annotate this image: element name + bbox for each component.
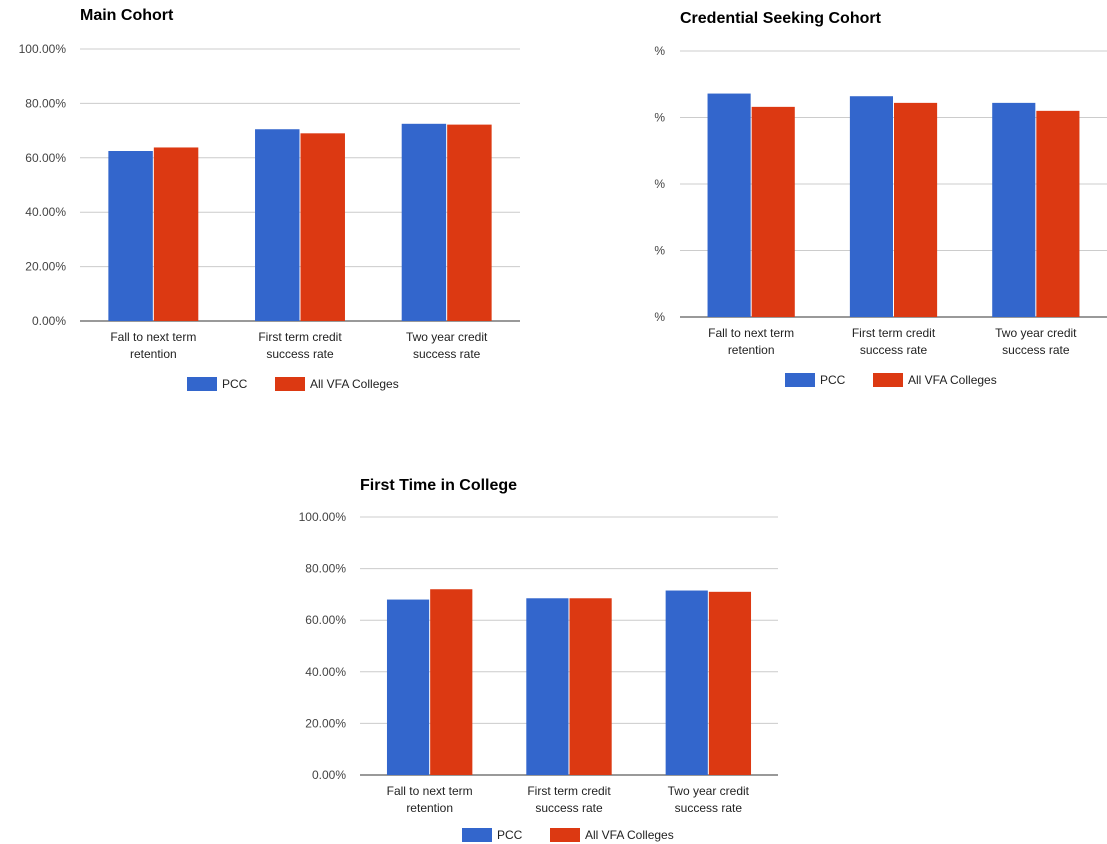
vfa-bar xyxy=(447,124,492,321)
x-category-label: success rate xyxy=(266,347,334,361)
chart-title: Credential Seeking Cohort xyxy=(680,10,881,27)
pcc-bar xyxy=(255,129,300,321)
y-tick-label: 0.00% xyxy=(32,314,66,328)
y-tick-label: % xyxy=(654,244,665,258)
x-category-label: Fall to next term xyxy=(110,330,196,344)
x-category-label: Two year credit xyxy=(995,326,1077,340)
vfa-bar xyxy=(894,102,938,318)
y-tick-label: % xyxy=(654,111,665,125)
chart-title: First Time in College xyxy=(360,477,518,494)
y-tick-label: 60.00% xyxy=(305,613,346,627)
y-tick-label: % xyxy=(654,310,665,324)
vfa-bar xyxy=(300,133,345,321)
pcc-bar xyxy=(849,96,893,317)
legend-label-pcc: PCC xyxy=(497,828,523,842)
vfa-bar xyxy=(569,598,612,775)
y-tick-label: % xyxy=(654,44,665,58)
x-category-label: success rate xyxy=(1002,343,1070,357)
y-tick-label: 60.00% xyxy=(25,151,66,165)
x-category-label: First term credit xyxy=(527,784,611,798)
x-category-label: success rate xyxy=(860,343,928,357)
x-category-label: success rate xyxy=(675,801,743,815)
y-tick-label: 40.00% xyxy=(305,665,346,679)
legend: PCC All VFA Colleges xyxy=(462,828,674,842)
pcc-bar xyxy=(386,599,430,775)
vfa-bar xyxy=(751,106,795,317)
pcc-bar xyxy=(108,151,153,321)
legend-swatch-vfa xyxy=(550,828,580,842)
legend-label-pcc: PCC xyxy=(222,377,248,391)
y-tick-label: 40.00% xyxy=(25,205,66,219)
y-tick-label: 20.00% xyxy=(305,716,346,730)
y-tick-label: % xyxy=(654,177,665,191)
credential-seeking-cohort-chart: Credential Seeking Cohort %%%%% Fall to n… xyxy=(550,0,1107,400)
legend-label-pcc: PCC xyxy=(820,373,846,387)
legend-swatch-vfa xyxy=(275,377,305,391)
pcc-bar xyxy=(401,123,447,321)
x-category-label: success rate xyxy=(535,801,603,815)
pcc-bar xyxy=(665,590,708,775)
y-tick-label: 100.00% xyxy=(19,42,67,56)
x-category-label: Fall to next term xyxy=(387,784,473,798)
x-category-label: First term credit xyxy=(852,326,936,340)
y-tick-label: 0.00% xyxy=(312,768,346,782)
legend-label-vfa: All VFA Colleges xyxy=(310,377,399,391)
x-category-label: retention xyxy=(130,347,177,361)
x-category-label: Two year credit xyxy=(406,330,488,344)
legend: PCC All VFA Colleges xyxy=(187,377,399,391)
legend-label-vfa: All VFA Colleges xyxy=(908,373,997,387)
vfa-bar xyxy=(153,147,199,321)
y-tick-label: 80.00% xyxy=(25,96,66,110)
x-category-label: First term credit xyxy=(258,330,342,344)
y-tick-label: 20.00% xyxy=(25,260,66,274)
x-category-label: retention xyxy=(728,343,775,357)
vfa-bar xyxy=(708,591,752,775)
pcc-bar xyxy=(526,598,569,775)
pcc-bar xyxy=(992,102,1036,318)
main-cohort-chart: Main Cohort 0.00% 20.00% 40.00% 60.00% 80.00… xyxy=(0,0,540,400)
chart-title: Main Cohort xyxy=(80,7,174,24)
chart-plot: 0.00% 20.00% 40.00% 60.00% 80.00% 100.00% Fall… xyxy=(299,510,778,842)
vfa-bar xyxy=(1036,110,1080,317)
chart-plot: %%%%% Fall to next term retention First ter… xyxy=(654,44,1107,387)
legend-label-vfa: All VFA Colleges xyxy=(585,828,674,842)
x-category-label: Two year credit xyxy=(668,784,750,798)
y-tick-label: 100.00% xyxy=(299,510,347,524)
y-tick-label: 80.00% xyxy=(305,562,346,576)
x-category-label: retention xyxy=(406,801,453,815)
legend: PCC All VFA Colleges xyxy=(785,373,997,387)
x-category-label: success rate xyxy=(413,347,481,361)
pcc-bar xyxy=(707,93,751,317)
chart-plot: 0.00% 20.00% 40.00% 60.00% 80.00% 100.00% Fall… xyxy=(19,42,520,391)
legend-swatch-pcc xyxy=(785,373,815,387)
vfa-bar xyxy=(430,589,473,775)
legend-swatch-vfa xyxy=(873,373,903,387)
legend-swatch-pcc xyxy=(187,377,217,391)
legend-swatch-pcc xyxy=(462,828,492,842)
first-time-in-college-chart: First Time in College 0.00% 20.00% 40.00% 6… xyxy=(280,470,800,844)
x-category-label: Fall to next term xyxy=(708,326,794,340)
